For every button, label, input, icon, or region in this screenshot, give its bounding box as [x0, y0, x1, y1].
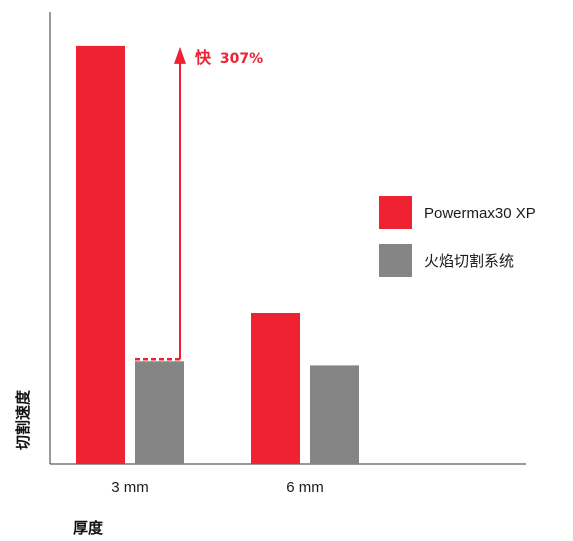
annotation-label: 快 307% — [195, 48, 263, 67]
legend-swatch-flame — [379, 244, 412, 277]
legend-swatch-powermax — [379, 196, 412, 229]
bars-layer — [76, 45, 359, 465]
annotation-prefix: 快 — [195, 48, 212, 67]
bar-powermax-3-mm — [76, 45, 125, 465]
x-tick-labels: 3 mm 6 mm — [111, 479, 324, 496]
speed-annotation: 快 307% — [135, 46, 263, 361]
x-tick-label-6-mm: 6 mm — [286, 479, 324, 496]
annotation-value: 307% — [220, 51, 263, 67]
bar-flame-6-mm — [310, 365, 359, 464]
legend-label-flame: 火焰切割系统 — [424, 253, 514, 270]
bar-powermax-6-mm — [251, 312, 300, 464]
y-axis-title: 切割速度 — [14, 389, 32, 450]
legend: Powermax30 XP 火焰切割系统 — [379, 196, 536, 277]
arrow-up-icon — [174, 46, 186, 64]
x-tick-label-3-mm: 3 mm — [111, 479, 149, 496]
legend-label-powermax: Powermax30 XP — [424, 205, 536, 222]
bar-flame-3-mm — [135, 361, 184, 464]
x-axis-title: 厚度 — [73, 519, 104, 537]
